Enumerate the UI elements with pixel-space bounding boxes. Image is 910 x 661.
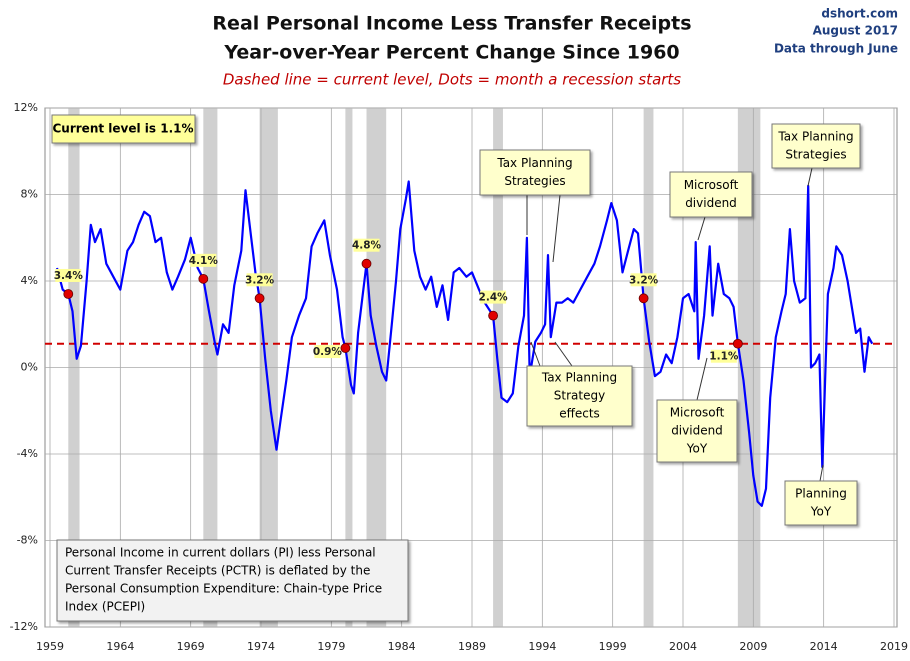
value-label: 4.8% <box>352 240 382 252</box>
callout-text: Microsoft <box>670 406 725 420</box>
y-tick-label: -4% <box>17 447 38 460</box>
callout-pointer <box>554 341 573 367</box>
x-tick-label: 2019 <box>880 640 908 653</box>
callout-text: Tax Planning <box>496 156 572 170</box>
callout-text: Tax Planning <box>777 130 853 144</box>
recession-start-dot <box>63 289 74 299</box>
callout-text: Strategies <box>785 148 846 162</box>
y-tick-label: 4% <box>21 274 38 287</box>
callout-pointer <box>530 341 541 367</box>
value-label: 3.4% <box>54 270 84 282</box>
footnote-text: Current Transfer Receipts (PCTR) is defl… <box>65 564 370 578</box>
footnote-box <box>56 539 409 622</box>
callout-box <box>479 149 591 196</box>
chart-subtitle: Year-over-Year Percent Change Since 1960 <box>223 42 679 64</box>
value-label-bg <box>480 290 507 304</box>
recession-start-dot <box>361 258 372 269</box>
recession-start-dot <box>732 338 743 349</box>
value-label: 2.4% <box>479 292 509 304</box>
x-tick-label: 1969 <box>177 640 205 653</box>
callout-box <box>771 123 861 169</box>
recession-start-dot <box>254 293 265 304</box>
x-tick-label: 2009 <box>739 640 767 653</box>
callout-text: YoY <box>686 442 708 456</box>
value-label-bg <box>190 253 217 267</box>
callout-text: YoY <box>810 505 832 519</box>
recession-start-dot <box>198 273 209 284</box>
x-tick-label: 1984 <box>388 640 416 653</box>
value-label-bg <box>353 238 380 252</box>
callout-text: dividend <box>671 424 723 438</box>
x-tick-label: 1964 <box>106 640 134 653</box>
footnote-text: Index (PCEPI) <box>65 600 145 614</box>
value-label: 3.2% <box>245 274 275 286</box>
y-tick-label: 0% <box>21 361 38 374</box>
value-label: 0.9% <box>313 346 343 358</box>
callout-pointer <box>552 194 561 263</box>
y-tick-label: 12% <box>14 101 38 114</box>
y-tick-label: -8% <box>17 534 38 547</box>
x-tick-label: 2014 <box>810 640 838 653</box>
source: Data through June <box>774 42 898 56</box>
value-label-bg <box>314 345 341 359</box>
footnote-text: Personal Income in current dollars (PI) … <box>65 546 376 560</box>
chart-title: Real Personal Income Less Transfer Recei… <box>212 13 691 35</box>
x-tick-label: 1989 <box>458 640 486 653</box>
callout-pointer <box>697 216 706 241</box>
callout-box <box>51 114 196 144</box>
callout-text: Tax Planning <box>541 371 617 385</box>
value-label-bg <box>55 268 82 282</box>
recession-start-dot <box>488 310 499 321</box>
value-label: 1.1% <box>709 351 739 363</box>
footnote-text: Personal Consumption Expenditure: Chain-… <box>65 582 382 596</box>
value-label-bg <box>710 349 737 363</box>
callout-text: Strategies <box>504 174 565 188</box>
x-tick-label: 1994 <box>528 640 556 653</box>
callout-text: Planning <box>795 487 847 501</box>
callout-text: Strategy <box>554 389 605 403</box>
y-tick-label: 8% <box>21 188 38 201</box>
x-tick-label: 2004 <box>669 640 697 653</box>
callout-pointer <box>696 357 708 401</box>
callout-text: dividend <box>685 196 737 210</box>
callout-box <box>526 365 633 427</box>
callout-pointer <box>819 464 824 482</box>
y-tick-label: -12% <box>10 620 38 633</box>
recession-start-dot <box>638 293 649 304</box>
callout-box <box>784 480 858 526</box>
x-tick-label: 1974 <box>247 640 275 653</box>
x-tick-label: 1959 <box>36 640 64 653</box>
callout-pointer <box>807 167 813 187</box>
value-label: 4.1% <box>189 255 219 267</box>
callout-text: Microsoft <box>684 178 739 192</box>
chart-note: Dashed line = current level, Dots = mont… <box>223 71 681 89</box>
source: dshort.com <box>821 7 898 21</box>
value-label-bg <box>246 273 273 287</box>
value-label-bg <box>630 273 657 287</box>
callout-text: effects <box>559 407 600 421</box>
value-label: 3.2% <box>629 274 659 286</box>
x-tick-label: 1999 <box>599 640 627 653</box>
x-tick-label: 1979 <box>317 640 345 653</box>
callout-text: Current level is 1.1% <box>53 122 194 136</box>
callout-box <box>669 171 753 218</box>
callout-box <box>656 399 738 463</box>
recession-start-dot <box>340 343 351 353</box>
source: August 2017 <box>813 24 898 38</box>
